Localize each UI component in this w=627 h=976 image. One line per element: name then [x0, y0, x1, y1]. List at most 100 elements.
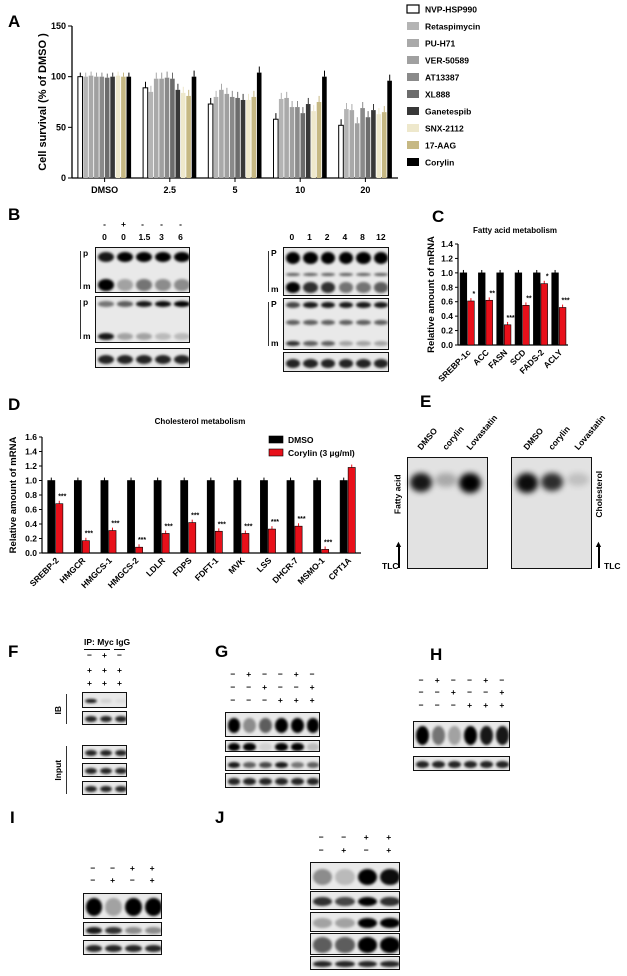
x-tick-label: SREBP-1c — [436, 347, 473, 384]
protein-band — [320, 281, 336, 293]
protein-band — [335, 960, 355, 968]
protein-band — [320, 273, 336, 277]
x-tick-label: FASN — [486, 347, 509, 370]
protein-band — [415, 726, 429, 745]
condition-value: − — [277, 682, 283, 692]
lane-label: DMSO — [415, 425, 440, 452]
protein-band — [480, 761, 494, 768]
protein-band — [243, 761, 257, 768]
panel-label-h: H — [430, 645, 443, 664]
protein-band — [338, 358, 354, 368]
protein-band — [373, 302, 388, 309]
significance-marker: *** — [165, 523, 173, 530]
protein-band — [154, 333, 171, 341]
bar — [240, 99, 246, 178]
condition-value: − — [246, 682, 252, 692]
legend-label: AT13387 — [425, 73, 460, 83]
protein-band — [464, 761, 478, 768]
protein-band — [154, 301, 171, 307]
condition-value: − — [309, 669, 315, 679]
significance-marker: ** — [526, 295, 532, 302]
protein-band — [116, 252, 133, 263]
panel-label-i: I — [10, 808, 15, 827]
y-tick-label: 0.0 — [441, 340, 453, 350]
bar — [88, 75, 94, 178]
protein-band — [114, 785, 126, 793]
condition-value: 1.5 — [138, 232, 151, 242]
bar — [313, 480, 322, 554]
condition-value: − — [434, 700, 440, 710]
bar — [121, 76, 126, 178]
y-tick-label: 0 — [61, 173, 66, 183]
protein-band — [116, 333, 133, 341]
condition-value: + — [483, 700, 489, 710]
legend-label: Retaspimycin — [425, 22, 480, 32]
condition-value: − — [293, 682, 299, 692]
protein-band — [303, 273, 318, 277]
y-tick-label: 1.2 — [441, 253, 453, 263]
mature-mark: m — [271, 284, 279, 294]
bracket-line — [268, 302, 270, 346]
protein-band — [373, 319, 388, 325]
protein-band — [173, 279, 189, 291]
condition-value: − — [434, 687, 440, 697]
protein-band — [275, 742, 288, 751]
tlc-spot — [459, 473, 481, 493]
y-tick-label: 1.2 — [25, 461, 37, 471]
protein-band — [356, 358, 371, 368]
protein-band — [380, 896, 399, 907]
bar — [300, 113, 306, 178]
bar — [188, 522, 197, 554]
ib-group-label: IB — [53, 706, 63, 715]
protein-band — [99, 767, 112, 775]
protein-band — [380, 868, 399, 886]
protein-band — [144, 926, 161, 934]
x-tick-label: 2.5 — [164, 185, 177, 195]
protein-band — [373, 358, 388, 368]
protein-band — [144, 897, 161, 917]
panel-label-d: D — [8, 395, 21, 414]
x-tick-label: FDPS — [171, 555, 194, 578]
protein-band — [373, 251, 388, 264]
y-tick-label: 1.0 — [441, 268, 453, 278]
x-tick-label: ACLY — [541, 347, 564, 370]
protein-band — [312, 918, 332, 928]
protein-band — [173, 301, 189, 307]
protein-band — [447, 761, 461, 768]
condition-value: − — [418, 687, 424, 697]
condition-value: − — [117, 650, 122, 660]
protein-band — [290, 718, 304, 733]
protein-band — [356, 319, 371, 325]
tlc-plate — [407, 457, 488, 569]
protein-band — [285, 273, 301, 277]
bar — [235, 97, 240, 178]
blot-strip — [310, 933, 400, 955]
protein-band — [356, 281, 371, 293]
legend-swatch — [407, 22, 419, 30]
x-tick-label: LSS — [255, 555, 274, 574]
protein-band — [154, 354, 171, 364]
condition-value: - — [103, 219, 106, 229]
protein-band — [227, 761, 241, 768]
protein-band — [84, 785, 97, 793]
condition-value: − — [318, 832, 324, 842]
bar — [344, 109, 349, 178]
condition-value: 0 — [289, 232, 295, 242]
protein-band — [380, 918, 399, 928]
condition-value: − — [262, 695, 268, 705]
tlc-plate — [511, 457, 592, 569]
bar — [558, 307, 567, 346]
condition-value: + — [102, 665, 107, 675]
y-tick-label: 0.2 — [25, 534, 37, 544]
bracket-line — [80, 251, 82, 289]
protein-band — [97, 279, 114, 291]
bar — [99, 76, 105, 178]
protein-band — [97, 301, 114, 307]
legend-swatch — [407, 107, 419, 115]
cholesterol-label: Cholesterol — [594, 470, 605, 518]
condition-value: − — [90, 863, 96, 873]
y-tick-label: 1.0 — [25, 476, 37, 486]
condition-value: − — [341, 832, 347, 842]
legend-swatch — [407, 56, 419, 64]
